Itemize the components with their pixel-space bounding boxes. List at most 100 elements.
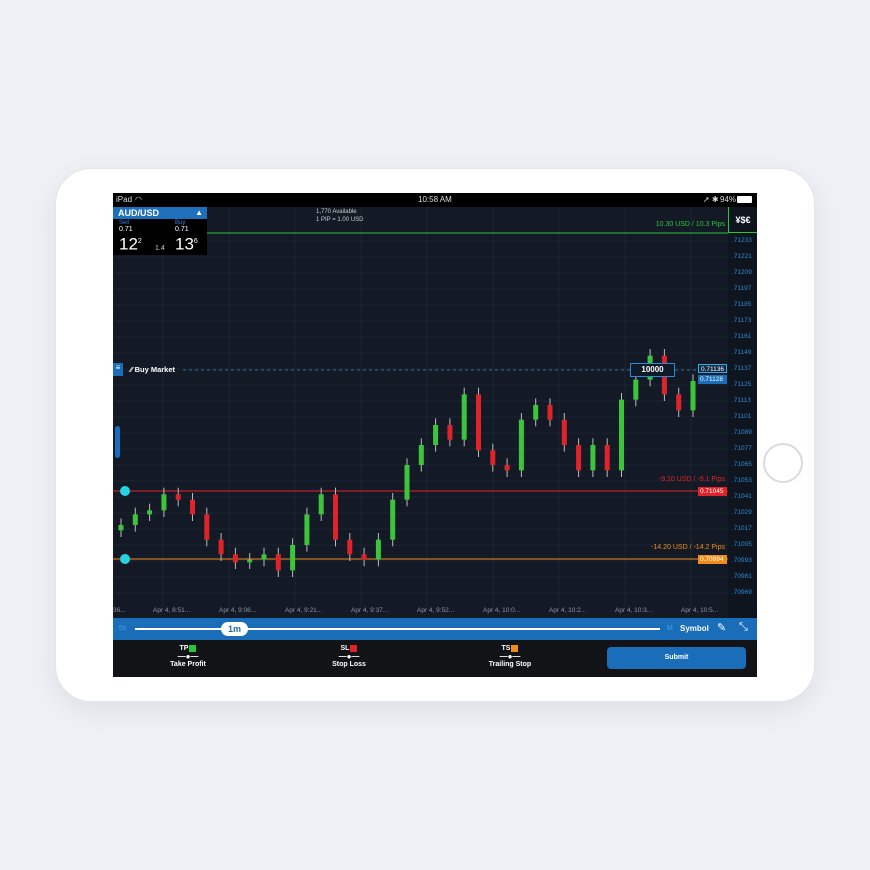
candle-body — [404, 465, 410, 500]
order-type-label[interactable]: ⁄⁄ Buy Market — [130, 365, 175, 374]
available-text: 1,770 Available — [316, 209, 357, 215]
symbol-button[interactable]: Symbol — [680, 624, 709, 633]
candle-body — [218, 539, 224, 555]
pair-selector[interactable]: AUD/USD ▲ — [113, 207, 207, 219]
y-tick-label: .71041 — [732, 493, 752, 500]
candle-body — [676, 394, 682, 411]
x-tick-label: Apr 4, 10:2... — [549, 607, 587, 614]
clock: 10:58 AM — [418, 195, 452, 204]
timeframe-bar: 5s 1m M Symbol ✎ ⤡ — [113, 618, 757, 640]
status-bar: iPad ◠ 10:58 AM ➚ ✱ 94% — [113, 193, 757, 207]
candle-body — [590, 445, 596, 471]
y-tick-label: .71221 — [732, 253, 752, 260]
candle-body — [375, 539, 381, 560]
sell-label: Sell — [119, 220, 130, 226]
submit-button[interactable]: Submit — [607, 647, 746, 669]
pair-name: AUD/USD — [118, 208, 160, 218]
candle-body — [261, 554, 267, 560]
device-name: iPad — [116, 195, 133, 204]
tp-label: TP — [179, 645, 189, 652]
x-tick-label: Apr 4, 10:0... — [483, 607, 521, 614]
candle-body — [232, 554, 238, 563]
last-price-tag: 0.71128 — [698, 375, 727, 384]
y-tick-label: .71065 — [732, 461, 752, 468]
slider-toggle-icon[interactable]: —●— — [177, 652, 199, 661]
candle-body — [304, 514, 310, 545]
slider-toggle-icon[interactable]: —●— — [338, 652, 360, 661]
trailing-stop-handle[interactable] — [120, 554, 130, 564]
candle-body — [333, 494, 338, 540]
draw-tool-icon[interactable]: ✎ — [717, 622, 727, 634]
location-bluetooth-icon: ➚ ✱ — [703, 195, 719, 204]
candle-body — [619, 399, 624, 471]
trailing-stop-option[interactable]: TS —●— Trailing Stop — [470, 645, 550, 668]
y-tick-label: .70969 — [732, 589, 752, 596]
sell-quote[interactable]: Sell 0.71 122 — [119, 220, 159, 255]
pip-text: 1 PIP = 1.00 USD — [316, 217, 364, 223]
stop-loss-label: -9.10 USD / -9.1 Pips — [658, 476, 725, 483]
y-tick-label: .71053 — [732, 477, 752, 484]
timeframe-thumb[interactable]: 1m — [221, 622, 248, 636]
take-profit-label: 10.30 USD / 10.3 Pips — [655, 221, 725, 228]
y-tick-label: .71125 — [732, 381, 752, 388]
candle-body — [461, 394, 467, 440]
candle-body — [275, 554, 281, 571]
side-handle[interactable] — [115, 426, 120, 458]
timeframe-max[interactable]: M — [667, 625, 673, 632]
y-tick-label: .71209 — [732, 269, 752, 276]
x-tick-label: Apr 4, 9:52... — [417, 607, 455, 614]
buy-big: 13 — [175, 234, 194, 254]
y-tick-label: .71233 — [732, 237, 752, 244]
screen: iPad ◠ 10:58 AM ➚ ✱ 94% .71233 .71221 .712… — [113, 193, 757, 677]
candle-body — [247, 559, 253, 563]
candle-body — [161, 494, 167, 511]
y-tick-label: .71173 — [732, 317, 752, 324]
buy-quote[interactable]: Buy 0.71 136 — [175, 220, 215, 255]
candle-body — [433, 425, 439, 445]
y-tick-label: .71149 — [732, 349, 752, 356]
candle-body — [390, 499, 396, 540]
timeframe-min[interactable]: 5s — [119, 625, 127, 632]
stop-loss-handle[interactable] — [120, 486, 130, 496]
x-tick-label: Apr 4, 9:37... — [351, 607, 389, 614]
slider-toggle-icon[interactable]: —●— — [499, 652, 521, 661]
candle-body — [290, 545, 296, 571]
wifi-icon: ◠ — [135, 195, 142, 204]
timeframe-slider[interactable] — [135, 628, 660, 630]
sl-text: Stop Loss — [332, 661, 366, 668]
y-tick-label: .71137 — [732, 365, 752, 372]
y-tick-label: .71029 — [732, 509, 752, 516]
y-tick-label: .71185 — [732, 301, 752, 308]
candle-body — [204, 514, 210, 540]
candle-body — [418, 445, 424, 465]
candle-body — [633, 379, 639, 400]
x-tick-label: Apr 4, 10:5... — [681, 607, 719, 614]
stop-loss-option[interactable]: SL —●— Stop Loss — [309, 645, 389, 668]
currency-button[interactable]: ¥$€ — [728, 207, 757, 233]
sell-prefix: 0.71 — [119, 226, 133, 233]
candle-body — [447, 425, 453, 440]
y-tick-label: .71017 — [732, 525, 752, 532]
y-tick-label: .71197 — [732, 285, 752, 292]
current-price-tag: 0.71136 — [698, 364, 727, 373]
x-tick-label: Apr 4, 9:21... — [285, 607, 323, 614]
x-tick-label: 36... — [113, 607, 126, 614]
instrument-panel[interactable]: AUD/USD ▲ Sell 0.71 122 1.4 Buy 0.71 136 — [113, 207, 207, 255]
battery-percent: 94% — [720, 195, 737, 204]
collapse-icon[interactable]: ⤡ — [739, 621, 748, 633]
battery-icon — [737, 196, 752, 203]
home-button[interactable] — [763, 443, 803, 483]
sl-color-icon — [350, 645, 358, 652]
candle-body — [547, 405, 553, 420]
price-chart[interactable] — [113, 207, 757, 618]
menu-icon[interactable]: ≡ — [113, 363, 123, 376]
y-tick-label: .71113 — [732, 397, 751, 404]
sl-label: SL — [340, 645, 350, 652]
ts-text: Trailing Stop — [488, 661, 532, 668]
quantity-input[interactable]: 10000 — [630, 363, 675, 377]
buy-sup: 6 — [193, 238, 198, 245]
candle-body — [490, 450, 496, 465]
y-tick-label: .71161 — [732, 333, 752, 340]
candle-body — [533, 405, 539, 420]
take-profit-option[interactable]: TP —●— Take Profit — [148, 645, 228, 668]
